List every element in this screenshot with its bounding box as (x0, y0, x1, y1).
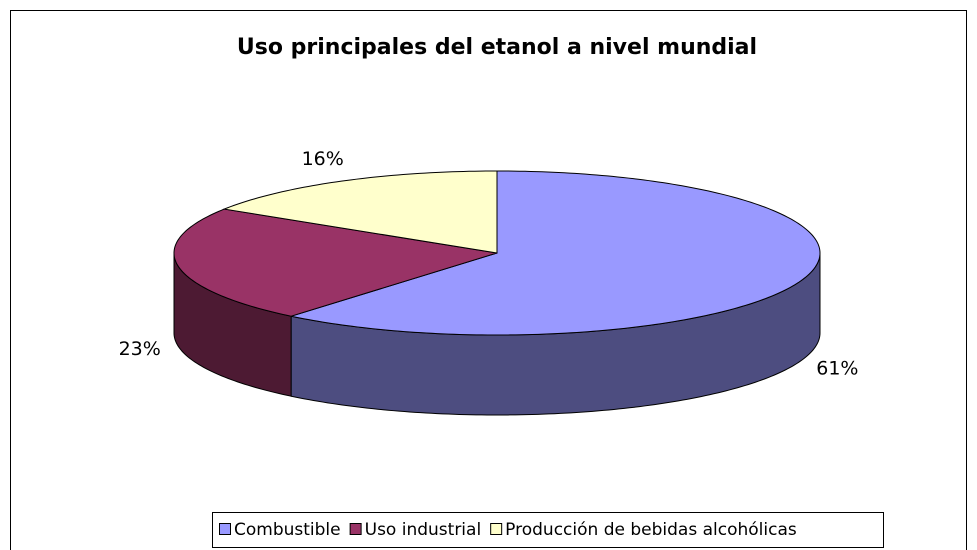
data-label: 16% (302, 148, 344, 170)
pie: 61% 23% 16% (119, 148, 858, 416)
legend-box (212, 512, 884, 548)
chart-border (10, 10, 967, 550)
chart-title: Uso principales del etanol a nivel mundi… (237, 35, 757, 60)
legend: Combustible Uso industrial Producción de b… (219, 520, 797, 540)
pie-slice (290, 170, 821, 336)
legend-label: Combustible (234, 520, 341, 540)
legend-swatch (490, 523, 503, 535)
pie-slice (222, 170, 498, 254)
legend-label: Uso industrial (365, 520, 482, 540)
pie-slice (173, 208, 498, 317)
legend-swatch (349, 523, 362, 535)
data-label: 23% (119, 338, 161, 360)
legend-swatch (219, 523, 231, 535)
legend-label: Producción de bebidas alcohólicas (505, 520, 797, 540)
data-label: 61% (816, 358, 858, 380)
